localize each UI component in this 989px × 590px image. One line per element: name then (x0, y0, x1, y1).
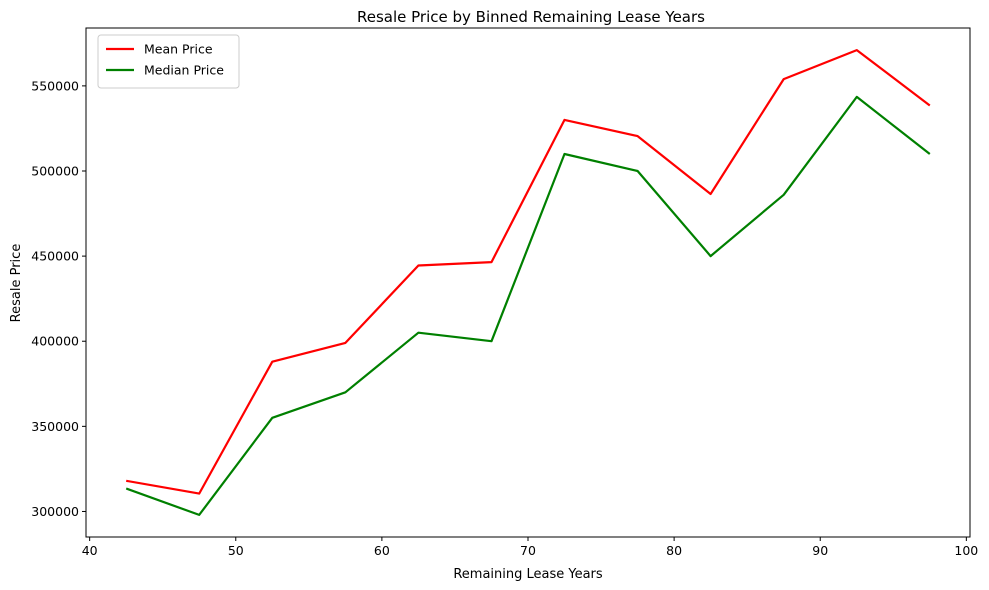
x-tick-label: 60 (374, 543, 390, 558)
series-layer (125, 48, 931, 517)
y-tick-label: 450000 (31, 249, 79, 264)
y-tick-label: 400000 (31, 334, 79, 349)
y-tick-label: 300000 (31, 504, 79, 519)
x-axis-label: Remaining Lease Years (453, 567, 603, 582)
legend-label: Mean Price (144, 42, 213, 57)
x-tick-label: 100 (954, 543, 978, 558)
x-tick-label: 40 (82, 543, 98, 558)
x-tick-label: 90 (812, 543, 828, 558)
plot-area (85, 27, 971, 538)
x-tick-label: 50 (228, 543, 244, 558)
x-axis: 40 50 60 70 80 90 100 (82, 537, 978, 558)
y-tick-label: 550000 (31, 78, 79, 93)
y-axis: 300000 350000 400000 450000 500000 550000 (31, 78, 86, 519)
x-tick-label: 80 (666, 543, 682, 558)
y-tick-label: 500000 (31, 163, 79, 178)
chart-title: Resale Price by Binned Remaining Lease Y… (357, 8, 705, 26)
series-line-mean-price (126, 48, 931, 495)
y-tick-label: 350000 (31, 419, 79, 434)
legend: Mean Price Median Price (97, 34, 240, 89)
series-line-median-price (125, 95, 931, 517)
y-axis-label: Resale Price (9, 244, 24, 323)
plot-frame (86, 28, 970, 537)
x-tick-label: 70 (520, 543, 536, 558)
legend-label: Median Price (144, 63, 224, 78)
